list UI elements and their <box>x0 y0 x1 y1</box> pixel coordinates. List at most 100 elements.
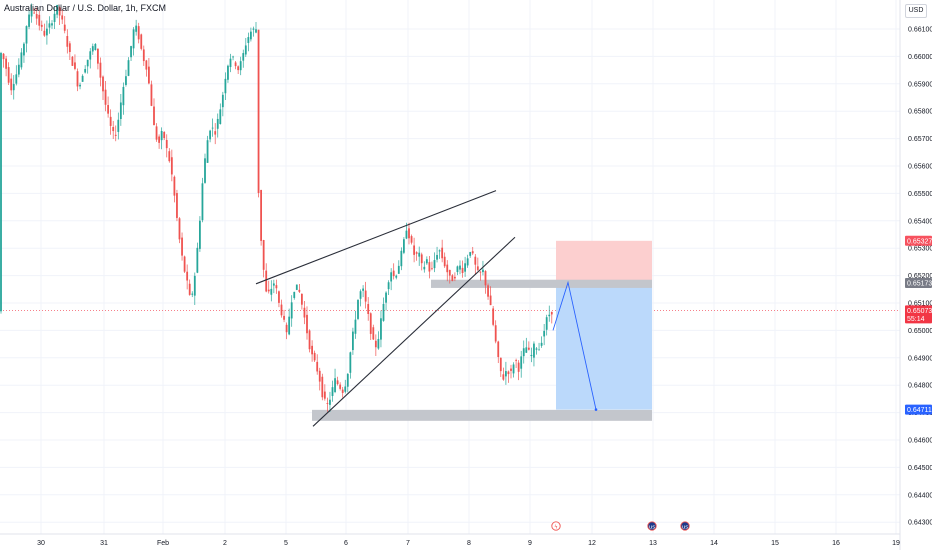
candle-body <box>181 237 183 256</box>
candle-body <box>369 313 372 334</box>
event-circle <box>647 521 657 531</box>
candle-body <box>278 291 280 303</box>
candle-body <box>155 126 158 140</box>
candle-body <box>20 52 23 68</box>
candle-body <box>502 374 505 380</box>
candle-body <box>380 318 382 340</box>
candle-body <box>448 269 451 276</box>
candle-body <box>293 291 296 298</box>
entry-price-badge <box>905 277 932 288</box>
take-profit-box <box>556 282 652 410</box>
target-price-badge-text: 0.64711 <box>907 407 932 414</box>
symbol-title[interactable]: Australian Dollar / U.S. Dollar, 1h, FXC… <box>4 3 167 13</box>
lightning-event-icon[interactable]: ϟ <box>551 521 561 531</box>
candle-body <box>303 307 306 318</box>
y-tick-label: 0.65700 <box>908 136 932 143</box>
candle-body <box>482 269 484 273</box>
us-economic-event-icon[interactable]: us <box>680 521 690 531</box>
event-circle <box>680 521 690 531</box>
candle-body <box>346 373 349 387</box>
candle-body <box>10 78 13 91</box>
candle-body <box>515 360 517 361</box>
candle-body <box>459 265 461 270</box>
x-tick-label: 8 <box>467 540 471 547</box>
candle-body <box>385 292 387 303</box>
zone-layer <box>312 240 652 421</box>
candle-body <box>15 74 18 84</box>
x-tick-label: 30 <box>37 540 45 547</box>
candle-body <box>168 151 171 162</box>
candle-body <box>443 256 446 267</box>
candle-body <box>441 247 444 259</box>
candle-body <box>25 26 28 44</box>
candle-body <box>492 308 495 325</box>
candle-body <box>170 157 173 175</box>
candle-body <box>221 94 224 108</box>
candle-body <box>272 283 275 286</box>
candle-body <box>382 303 385 321</box>
candle-body <box>377 338 380 349</box>
candle-body <box>89 51 92 60</box>
candle-body <box>150 84 153 106</box>
candle-body <box>392 270 395 277</box>
candle-body <box>122 86 125 106</box>
candle-body <box>250 31 252 40</box>
candle-body <box>148 66 150 84</box>
candle-body <box>321 376 324 398</box>
candle-body <box>283 315 285 320</box>
candle-body <box>199 220 201 249</box>
event-glyph: us <box>649 524 655 530</box>
event-markers[interactable]: ϟ us us <box>551 521 690 531</box>
candles-layer <box>0 3 553 413</box>
candle-body <box>295 284 298 290</box>
candle-body <box>35 14 38 19</box>
x-tick-label: 2 <box>223 540 227 547</box>
time-axis[interactable]: 30 31 Feb 2 5 6 7 8 9 12 13 14 15 16 19 <box>37 540 900 547</box>
entry-price-badge-text: 0.65173 <box>907 280 932 287</box>
wedge-upper-line <box>255 190 497 285</box>
candle-body <box>527 347 530 350</box>
candle-body <box>344 386 347 392</box>
event-glyph: ϟ <box>554 524 558 530</box>
candle-body <box>132 29 135 49</box>
candle-body <box>86 59 89 67</box>
candle-body <box>487 285 489 297</box>
candle-body <box>298 289 301 292</box>
candle-body <box>428 262 431 272</box>
candle-body <box>329 399 331 405</box>
candle-body <box>193 275 196 296</box>
candle-body <box>219 109 222 124</box>
candle-body <box>2 53 5 60</box>
candle-body <box>275 285 278 289</box>
candle-body <box>425 259 428 264</box>
candle-body <box>130 46 132 58</box>
candle-body <box>237 66 240 71</box>
candle-body <box>79 84 81 87</box>
candle-body <box>359 291 362 299</box>
candle-body <box>454 276 456 279</box>
candle-body <box>40 24 43 27</box>
support-zone <box>312 409 652 421</box>
candle-body <box>323 391 326 399</box>
x-tick-label: 31 <box>100 540 108 547</box>
candle-body <box>178 218 181 240</box>
candle-body <box>349 352 352 373</box>
candle-body <box>160 130 163 141</box>
candle-body <box>227 65 229 80</box>
x-tick-label: 6 <box>344 540 348 547</box>
us-economic-event-icon[interactable]: us <box>647 521 657 531</box>
candle-body <box>464 263 466 272</box>
candle-body <box>229 58 232 68</box>
projection-path <box>552 280 597 410</box>
candle-body <box>153 106 155 126</box>
candle-body <box>165 139 168 149</box>
candle-body <box>436 254 438 260</box>
candle-body <box>163 131 166 139</box>
candle-body <box>119 102 122 119</box>
currency-button[interactable]: USD <box>905 4 927 18</box>
price-axis[interactable]: 0.643000.644000.645000.646000.647000.648… <box>908 27 932 527</box>
resistance-zone <box>431 279 652 288</box>
candle-body <box>395 275 398 278</box>
y-tick-label: 0.65300 <box>908 246 932 253</box>
